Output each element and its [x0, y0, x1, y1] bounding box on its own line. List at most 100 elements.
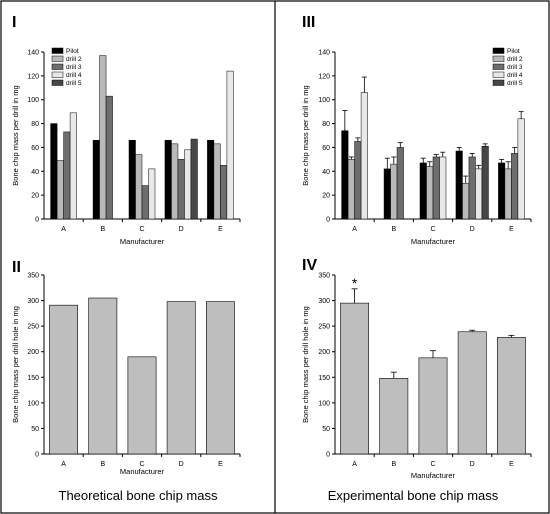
y-tick-label: 50 [322, 426, 330, 433]
x-tick-label: B [391, 461, 396, 468]
y-tick-label: 250 [318, 324, 330, 331]
x-tick-label: B [100, 461, 105, 468]
bar-drill-2 [347, 159, 355, 220]
bar [88, 297, 118, 455]
bar-drill-4 [360, 92, 368, 220]
bar [496, 337, 526, 455]
y-tick-label: 140 [318, 50, 330, 57]
legend-swatch [492, 47, 505, 54]
legend-label: drill 3 [507, 64, 523, 71]
x-tick-label: C [139, 226, 144, 233]
bar-drill-2 [56, 160, 64, 220]
y-tick-label: 50 [31, 426, 39, 433]
y-tick-label: 20 [322, 193, 330, 200]
y-tick-label: 150 [318, 375, 330, 382]
x-tick-label: B [391, 226, 396, 233]
legend-label: drill 5 [507, 80, 523, 87]
y-tick-label: 100 [27, 400, 39, 407]
bar-pilot [341, 130, 349, 220]
bar-drill-3 [468, 156, 476, 220]
caption-experimental: Experimental bone chip mass [328, 488, 499, 503]
y-tick-label: 150 [27, 375, 39, 382]
y-axis-label: Bone chip mass per drill hole in mg [11, 306, 20, 423]
y-tick-label: 60 [31, 145, 39, 152]
bar-drill-3 [177, 159, 185, 220]
legend-swatch [51, 63, 64, 70]
x-tick-label: E [218, 226, 223, 233]
x-tick-label: E [509, 461, 514, 468]
y-tick-label: 300 [318, 298, 330, 305]
bar-drill-2 [99, 55, 107, 220]
x-tick-label: A [61, 226, 66, 233]
bar-drill-2 [426, 166, 434, 220]
y-tick-label: 80 [31, 121, 39, 128]
caption-theoretical: Theoretical bone chip mass [59, 488, 218, 503]
bar [340, 302, 370, 455]
legend-label: drill 2 [507, 56, 523, 63]
bar-pilot [92, 140, 100, 220]
legend-swatch [51, 55, 64, 62]
panel-label-I: I [12, 14, 16, 31]
x-tick-label: C [430, 226, 435, 233]
y-tick-label: 300 [27, 298, 39, 305]
bar-drill-4 [517, 118, 525, 220]
bar-drill-4 [184, 149, 192, 220]
y-tick-label: 40 [322, 169, 330, 176]
bar-pilot [498, 162, 506, 220]
y-tick-label: 100 [27, 97, 39, 104]
legend-swatch [51, 47, 64, 54]
significance-annotation: * [352, 275, 358, 291]
y-tick-label: 40 [31, 169, 39, 176]
bar [418, 357, 448, 455]
bar-drill-3 [354, 141, 362, 220]
bar-pilot [383, 168, 391, 220]
bar-drill-4 [439, 156, 447, 220]
bar-drill-3 [511, 153, 519, 220]
x-tick-label: A [352, 226, 357, 233]
x-axis-label: Manufacturer [120, 237, 165, 246]
y-tick-label: 0 [326, 452, 330, 459]
legend-swatch [51, 79, 64, 86]
x-tick-label: E [509, 226, 514, 233]
bar-pilot [50, 123, 58, 220]
legend-swatch [492, 71, 505, 78]
bar-drill-4 [69, 112, 77, 220]
bar-drill-2 [213, 143, 221, 220]
y-tick-label: 200 [27, 349, 39, 356]
bar-pilot [419, 162, 427, 220]
legend-label: drill 2 [66, 56, 82, 63]
bar-drill-3 [105, 95, 113, 220]
legend-label: Pilot [66, 48, 79, 55]
bar-drill-2 [390, 163, 398, 220]
y-tick-label: 80 [322, 121, 330, 128]
legend-label: Pilot [507, 48, 520, 55]
x-axis-label: Manufacturer [411, 237, 456, 246]
y-axis-label: Bone chip mass per drill hole in mg [301, 306, 310, 423]
bar-drill-2 [462, 182, 470, 220]
bar-drill-2 [171, 143, 179, 220]
bar [166, 301, 196, 455]
bar-pilot [455, 150, 463, 220]
legend-label: drill 4 [507, 72, 523, 79]
legend-swatch [51, 71, 64, 78]
legend-label: drill 4 [66, 72, 82, 79]
y-tick-label: 20 [31, 193, 39, 200]
x-axis-label: Manufacturer [120, 467, 165, 476]
x-tick-label: D [470, 226, 475, 233]
bar-drill-4 [475, 168, 483, 220]
x-tick-label: D [179, 226, 184, 233]
legend-label: drill 5 [66, 80, 82, 87]
bar-drill-4 [226, 70, 234, 220]
chart-panel-I: 0 20 40 60 80 100 120 140 A B C D E Manufacturer Bone … [11, 47, 241, 246]
y-tick-label: 0 [326, 217, 330, 224]
chart-panel-III: 0 20 40 60 80 100 120 140 A B C D E Manufacturer Bone … [301, 47, 532, 246]
legend-swatch [492, 55, 505, 62]
y-tick-label: 60 [322, 145, 330, 152]
bar-drill-3 [141, 185, 149, 220]
bar-drill-2 [135, 154, 143, 220]
bar [49, 304, 79, 455]
bar-drill-2 [504, 168, 512, 220]
x-axis-label: Manufacturer [411, 471, 456, 480]
y-tick-label: 100 [318, 400, 330, 407]
